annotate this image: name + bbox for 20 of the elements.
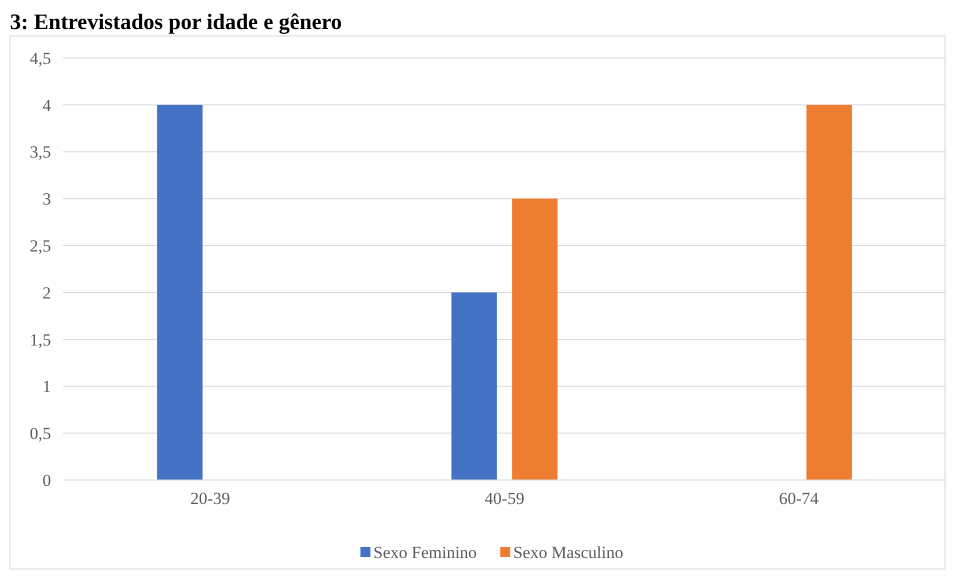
y-tick-label: 3 — [42, 190, 51, 209]
x-tick-label: 40-59 — [484, 489, 524, 508]
bar — [451, 292, 497, 480]
y-tick-label: 4,5 — [30, 48, 51, 68]
y-tick-label: 1,5 — [30, 330, 51, 350]
y-tick-label: 4 — [42, 96, 52, 115]
legend-label: Sexo Feminino — [373, 542, 477, 562]
y-tick-label: 2 — [42, 283, 51, 302]
y-tick-label: 0 — [42, 470, 51, 490]
bar — [806, 104, 852, 480]
chart-title: 3: Entrevistados por idade e gênero — [10, 9, 342, 34]
x-tick-label: 20-39 — [190, 489, 230, 508]
x-tick-label: 60-74 — [778, 489, 820, 508]
legend-label: Sexo Masculino — [513, 542, 624, 562]
bar — [512, 198, 558, 480]
bar — [157, 104, 203, 480]
y-tick-label: 0,5 — [30, 424, 51, 444]
y-tick-label: 2,5 — [30, 236, 51, 256]
y-tick-label: 3,5 — [30, 142, 51, 162]
y-tick-label: 1 — [42, 377, 51, 396]
